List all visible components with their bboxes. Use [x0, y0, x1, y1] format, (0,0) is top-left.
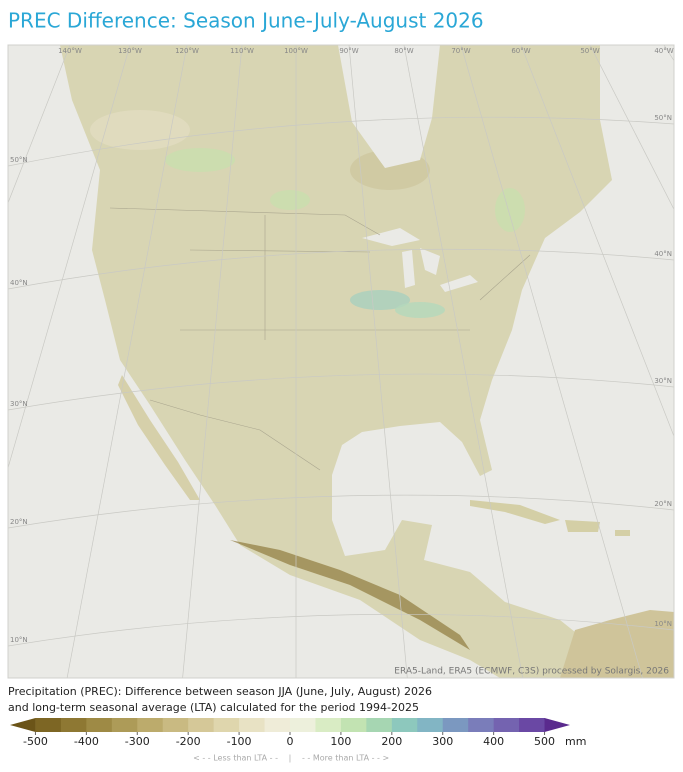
land: [470, 500, 630, 536]
map-labels: 140°W 130°W 120°W 110°W 100°W 90°W 80°W 70°W 60°…: [10, 47, 674, 644]
legend-swatch: [111, 718, 138, 732]
parallel: [8, 248, 674, 290]
legend-less: < - - Less than LTA - -: [193, 754, 278, 763]
land: [118, 375, 200, 500]
meridian: [348, 45, 408, 678]
legend-tick-label: 200: [381, 735, 402, 748]
ocean: [8, 45, 500, 678]
parallel: [8, 373, 674, 411]
legend-swatch: [391, 718, 418, 732]
lat-label: 50°N: [10, 156, 28, 164]
legend-tick-label: -300: [125, 735, 150, 748]
ocean: [338, 45, 440, 168]
legend-swatch: [417, 718, 444, 732]
title: PREC Difference: Season June-July-August…: [8, 9, 484, 33]
legend-swatch: [519, 718, 546, 732]
meridian: [66, 45, 188, 678]
legend: -500 -400 -300 -200 -100 0 100 200 300 400 500 mm < …: [10, 718, 586, 763]
legend-swatch: [60, 718, 87, 732]
meridian: [403, 45, 524, 678]
borders: [109, 207, 531, 471]
meridian: [182, 45, 243, 678]
legend-tick-label: -500: [23, 735, 48, 748]
legend-tick-label: 400: [483, 735, 504, 748]
lat-label: 50°N: [654, 114, 672, 122]
parallel: [8, 494, 674, 529]
map: [8, 45, 674, 678]
lat-label: 30°N: [654, 377, 672, 385]
parallel: [8, 116, 674, 167]
legend-more: - - More than LTA - - >: [302, 754, 389, 763]
legend-swatch: [290, 718, 316, 732]
legend-swatch: [264, 718, 291, 732]
lon-label: 50°W: [580, 47, 599, 55]
legend-tick-label: 300: [432, 735, 453, 748]
lon-label: 100°W: [284, 47, 308, 55]
legend-tick-label: 100: [330, 735, 351, 748]
wet-area: [495, 188, 525, 232]
legend-swatch: [213, 718, 240, 732]
wet-area: [270, 190, 310, 210]
legend-swatch: [188, 718, 215, 732]
legend-swatch: [162, 718, 189, 732]
lon-label: 140°W: [58, 47, 82, 55]
caption-line: Precipitation (PREC): Difference between…: [8, 685, 432, 698]
wet-area: [165, 148, 235, 172]
lat-label: 40°N: [654, 250, 672, 258]
legend-tick-label: 500: [534, 735, 555, 748]
meridian: [589, 45, 674, 211]
meridian: [520, 45, 674, 438]
ocean: [332, 45, 674, 640]
lat-label: 30°N: [10, 400, 28, 408]
meridian: [460, 45, 643, 678]
wet-area: [395, 302, 445, 318]
legend-swatch: [366, 718, 393, 732]
legend-tick-label: -100: [227, 735, 252, 748]
lat-label: 10°N: [654, 620, 672, 628]
map-frame: [7, 44, 675, 679]
legend-tick-label: 0: [287, 735, 294, 748]
lon-label: 70°W: [451, 47, 470, 55]
legend-swatch: [35, 718, 62, 732]
lat-label: 40°N: [10, 279, 28, 287]
lon-label: 120°W: [175, 47, 199, 55]
meridian: [8, 45, 131, 470]
legend-separator: |: [289, 754, 292, 763]
lon-label: 80°W: [394, 47, 413, 55]
lake: [362, 228, 478, 292]
legend-swatch: [10, 718, 36, 732]
legend-swatch: [442, 718, 469, 732]
legend-swatch: [468, 718, 495, 732]
lon-label: 60°W: [511, 47, 530, 55]
legend-swatch: [239, 718, 266, 732]
legend-swatch: [315, 718, 342, 732]
lon-label: 110°W: [230, 47, 254, 55]
lon-label: 130°W: [118, 47, 142, 55]
legend-swatch: [340, 718, 367, 732]
legend-swatch: [137, 718, 164, 732]
legend-swatch: [86, 718, 113, 732]
attribution: ERA5-Land, ERA5 (ECMWF, C3S) processed b…: [394, 667, 669, 677]
legend-swatch: [493, 718, 520, 732]
parallel: [8, 613, 674, 647]
meridian: [8, 45, 71, 204]
lat-label: 20°N: [654, 500, 672, 508]
legend-swatch: [544, 718, 570, 732]
legend-tick-label: -200: [176, 735, 201, 748]
lon-label: 40°W: [654, 47, 673, 55]
caption-line: and long-term seasonal average (LTA) cal…: [8, 701, 419, 714]
graticule: [8, 45, 674, 678]
legend-tick-label: -400: [74, 735, 99, 748]
legend-unit: mm: [565, 735, 586, 748]
dry-area: [90, 110, 190, 150]
wet-area: [350, 290, 410, 310]
lon-label: 90°W: [339, 47, 358, 55]
lat-label: 10°N: [10, 636, 28, 644]
lat-label: 20°N: [10, 518, 28, 526]
